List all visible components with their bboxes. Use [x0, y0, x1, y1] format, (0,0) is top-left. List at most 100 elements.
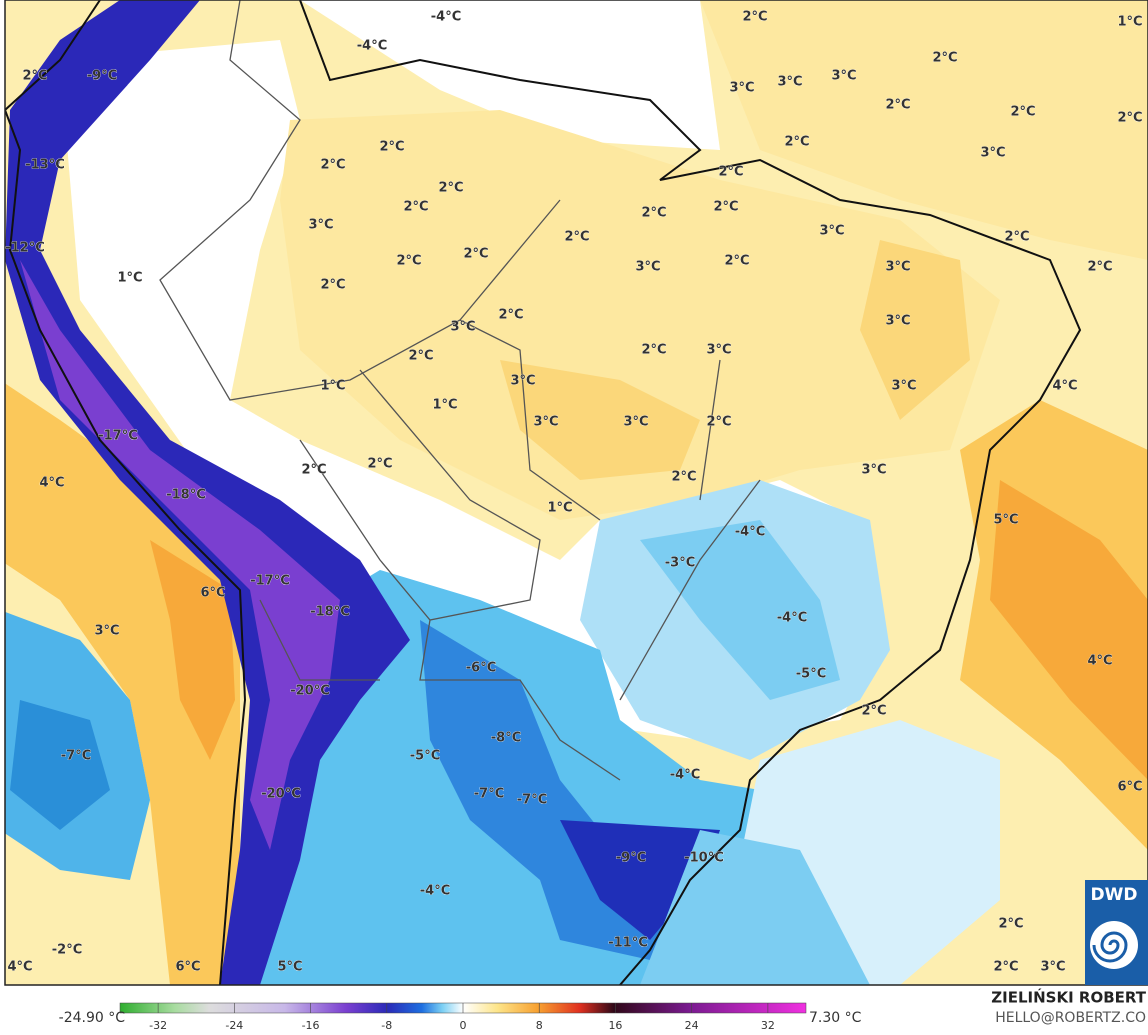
- map-label: 2°C: [641, 343, 666, 358]
- map-label: 4°C: [1052, 379, 1077, 394]
- map-label: -5°C: [410, 749, 440, 764]
- map-label: 1°C: [320, 379, 345, 394]
- map-label: 2°C: [742, 10, 767, 25]
- colorbar-tick-label: -24: [225, 1019, 243, 1032]
- map-label: 2°C: [403, 200, 428, 215]
- map-label: 2°C: [1004, 230, 1029, 245]
- map-label: -4°C: [777, 611, 807, 626]
- map-label: 3°C: [777, 75, 802, 90]
- map-label: -4°C: [735, 525, 765, 540]
- map-label: -4°C: [670, 768, 700, 783]
- map-label: -4°C: [420, 884, 450, 899]
- map-label: 2°C: [861, 704, 886, 719]
- map-label: -13°C: [25, 158, 65, 173]
- map-label: 2°C: [1010, 105, 1035, 120]
- map-label: 2°C: [320, 278, 345, 293]
- map-label: 2°C: [22, 69, 47, 84]
- email: HELLO@ROBERTZ.CO: [995, 1010, 1146, 1026]
- map-label: -3°C: [665, 556, 695, 571]
- map-label: 3°C: [623, 415, 648, 430]
- colorbar-tick-label: 8: [536, 1019, 543, 1032]
- map-label: -17°C: [250, 574, 290, 589]
- map-label: 2°C: [320, 158, 345, 173]
- colorbar-min: -24.90 °C: [59, 1010, 126, 1026]
- colorbar-tick-label: -32: [149, 1019, 167, 1032]
- map-label: -6°C: [466, 661, 496, 676]
- map-label: 6°C: [200, 586, 225, 601]
- map-label: 2°C: [641, 206, 666, 221]
- map-label: -9°C: [87, 69, 117, 84]
- map-label: -18°C: [310, 605, 350, 620]
- map-label: 1°C: [432, 398, 457, 413]
- map-label: -8°C: [491, 731, 521, 746]
- map-label: -9°C: [616, 851, 646, 866]
- map-label: 2°C: [379, 140, 404, 155]
- map-label: 6°C: [1117, 780, 1142, 795]
- map-label: -20°C: [290, 684, 330, 699]
- dwd-logo: DWD: [1085, 880, 1148, 985]
- map-label: 3°C: [450, 320, 475, 335]
- map-label: 2°C: [932, 51, 957, 66]
- map-label: 2°C: [718, 165, 743, 180]
- map-label: 2°C: [463, 247, 488, 262]
- map-label: -11°C: [608, 936, 648, 951]
- map-label: 3°C: [635, 260, 660, 275]
- map-label: 2°C: [998, 917, 1023, 932]
- map-label: -20°C: [261, 787, 301, 802]
- map-frame: [4, 0, 1148, 986]
- map-label: 3°C: [94, 624, 119, 639]
- map-label: 4°C: [1087, 654, 1112, 669]
- map-field: [5, 0, 1148, 985]
- map-label: 2°C: [1087, 260, 1112, 275]
- map-label: 2°C: [784, 135, 809, 150]
- map-label: 1°C: [1117, 15, 1142, 30]
- map-label: 2°C: [671, 470, 696, 485]
- map-label: -17°C: [98, 429, 138, 444]
- map-label: 3°C: [533, 415, 558, 430]
- map-label: 2°C: [724, 254, 749, 269]
- map-label: -18°C: [166, 488, 206, 503]
- map-label: 2°C: [1117, 111, 1142, 126]
- map-label: 1°C: [117, 271, 142, 286]
- colorbar-tick-label: 32: [761, 1019, 775, 1032]
- map-label: 3°C: [861, 463, 886, 478]
- colorbar-tick-label: 16: [608, 1019, 622, 1032]
- map-label: 3°C: [980, 146, 1005, 161]
- colorbar-tick-label: 0: [460, 1019, 467, 1032]
- colorbar-tick-label: -8: [381, 1019, 392, 1032]
- map-label: -4°C: [431, 10, 461, 25]
- map-label: 3°C: [831, 69, 856, 84]
- map-label: 3°C: [706, 343, 731, 358]
- map-label: 2°C: [498, 308, 523, 323]
- map-label: 2°C: [438, 181, 463, 196]
- map-label: -10°C: [684, 851, 724, 866]
- map-label: 5°C: [277, 960, 302, 975]
- map-label: 2°C: [564, 230, 589, 245]
- author: ZIELIŃSKI ROBERT: [991, 988, 1146, 1007]
- map-label: 3°C: [819, 224, 844, 239]
- map-label: 6°C: [175, 960, 200, 975]
- map-label: 2°C: [713, 200, 738, 215]
- map-label: 1°C: [547, 501, 572, 516]
- map-label: -7°C: [61, 749, 91, 764]
- map-label: 5°C: [993, 513, 1018, 528]
- map-label: -7°C: [517, 793, 547, 808]
- map-label: -4°C: [357, 39, 387, 54]
- map-label: 2°C: [706, 415, 731, 430]
- map-label: 4°C: [39, 476, 64, 491]
- map-label: 3°C: [891, 379, 916, 394]
- map-label: -12°C: [5, 241, 45, 256]
- map-label: 3°C: [510, 374, 535, 389]
- colorbar-max: 7.30 °C: [809, 1010, 862, 1026]
- map-label: 2°C: [993, 960, 1018, 975]
- map-label: 4°C: [7, 960, 32, 975]
- map-label: 3°C: [308, 218, 333, 233]
- map-label: 2°C: [885, 98, 910, 113]
- map-label: 3°C: [885, 260, 910, 275]
- colorbar-tick-label: 24: [685, 1019, 699, 1032]
- map-label: 2°C: [396, 254, 421, 269]
- map-label: -7°C: [474, 787, 504, 802]
- map-label: -2°C: [52, 943, 82, 958]
